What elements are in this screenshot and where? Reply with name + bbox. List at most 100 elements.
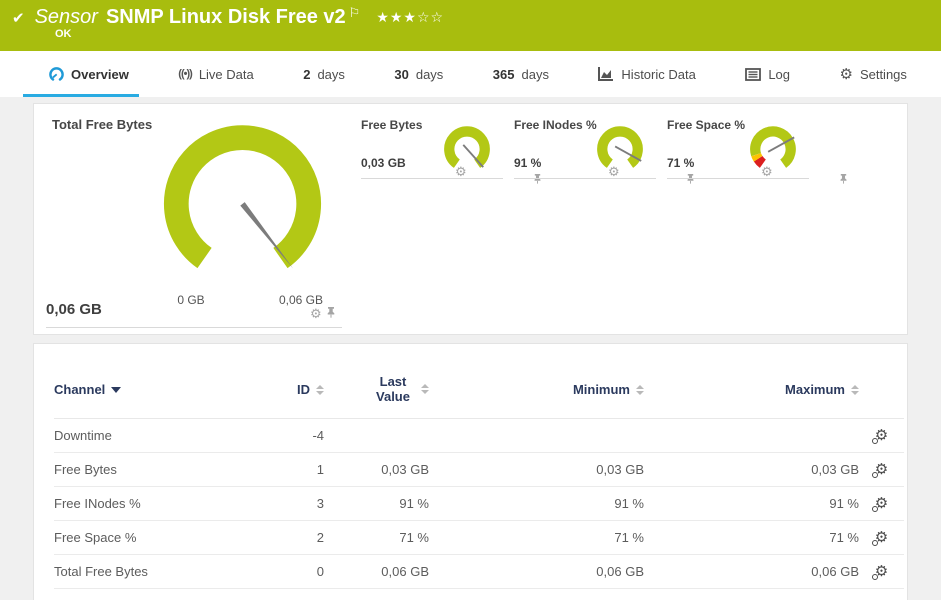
channel-row-free-bytes: Free Bytes 1 0,03 GB 0,03 GB 0,03 GB ⚙ xyxy=(54,452,904,487)
tab-bar: Overview ((•)) Live Data 2 days 30 days … xyxy=(0,51,941,97)
free-space-gauge xyxy=(750,126,796,168)
channel-id-cell: -4 xyxy=(269,418,324,453)
primary-gauge-value: 0,06 GB xyxy=(46,301,102,318)
tab-label: days xyxy=(317,66,345,82)
favorite-flag-icon[interactable]: ⚐ xyxy=(348,4,361,20)
column-header-maximum[interactable]: Maximum xyxy=(644,358,859,419)
sort-toggle-icon[interactable] xyxy=(421,384,429,394)
last-value-cell: 0,03 GB xyxy=(324,452,429,487)
tab-label: Settings xyxy=(859,66,907,82)
mini-gauge-free-bytes: Free Bytes 0,03 GB ⚙ xyxy=(361,114,541,184)
tab-day-count: 2 xyxy=(303,66,311,82)
channel-name-cell: Free Bytes xyxy=(54,452,269,487)
live-data-icon: ((•)) xyxy=(178,68,192,80)
sensor-header: ✔ Sensor SNMP Linux Disk Free v2 ⚐ ★★★☆☆… xyxy=(0,0,941,51)
channel-id-cell: 3 xyxy=(269,486,324,521)
divider xyxy=(514,178,656,179)
last-value-cell: 91 % xyxy=(324,486,429,521)
tab-label: Live Data xyxy=(198,66,254,82)
sort-desc-icon xyxy=(111,387,122,394)
channel-name-cell: Total Free Bytes xyxy=(54,554,269,589)
last-value-cell xyxy=(324,418,429,453)
tab-2-days[interactable]: 2 days xyxy=(299,51,349,97)
sort-toggle-icon[interactable] xyxy=(636,385,644,396)
mini-gauge-free-inodes: Free INodes % 91 % ⚙ xyxy=(514,114,694,184)
tab-label: Overview xyxy=(71,66,129,82)
channel-settings-icon[interactable]: ⚙ xyxy=(871,496,888,512)
sort-toggle-icon[interactable] xyxy=(316,385,324,396)
gear-icon: ⚙ xyxy=(839,66,853,83)
content-area: Total Free Bytes 0 GB 0,06 GB 0,06 GB ⚙ … xyxy=(0,97,941,600)
gauge-settings-gear-icon[interactable]: ⚙ xyxy=(761,164,773,179)
gauge-settings-gear-icon[interactable]: ⚙ xyxy=(310,306,322,321)
gauge-max-label: 0,06 GB xyxy=(278,293,324,307)
gauge-controls: ⚙ xyxy=(455,164,541,184)
gauge-controls: ⚙ xyxy=(310,305,336,323)
log-list-icon xyxy=(745,67,762,81)
channel-id-cell: 0 xyxy=(269,554,324,589)
column-header-last-value[interactable]: Last Value xyxy=(324,358,429,419)
gear-subring xyxy=(871,472,878,478)
channel-settings-icon[interactable]: ⚙ xyxy=(871,462,888,478)
column-header-channel[interactable]: Channel xyxy=(54,358,269,419)
mini-gauge-value: 91 % xyxy=(514,156,542,170)
channel-id-cell: 1 xyxy=(269,452,324,487)
tab-live-data[interactable]: ((•)) Live Data xyxy=(174,51,257,97)
free-bytes-gauge xyxy=(444,126,490,168)
gauge-pin-icon[interactable] xyxy=(326,305,336,323)
primary-gauge-title: Total Free Bytes xyxy=(52,117,153,132)
gauge-min-label: 0 GB xyxy=(177,293,205,307)
maximum-cell xyxy=(644,418,859,453)
tab-365-days[interactable]: 365 days xyxy=(489,51,553,97)
sensor-title-row: ✔ Sensor SNMP Linux Disk Free v2 ⚐ ★★★☆☆ xyxy=(0,0,941,29)
channel-settings-icon[interactable]: ⚙ xyxy=(871,530,888,546)
tab-label: Historic Data xyxy=(621,66,696,82)
free-inodes-gauge xyxy=(597,126,643,168)
tab-label: days xyxy=(521,66,549,82)
tab-historic-data[interactable]: Historic Data xyxy=(594,51,699,97)
channel-name-cell: Downtime xyxy=(54,418,269,453)
tab-label: Log xyxy=(768,66,791,82)
mini-gauge-title: Free Space % xyxy=(667,118,746,132)
stars-empty[interactable]: ☆☆ xyxy=(416,9,445,25)
minimum-cell xyxy=(429,418,644,453)
gear-subring xyxy=(871,506,878,512)
gauge-controls: ⚙ xyxy=(608,164,694,184)
sort-toggle-icon[interactable] xyxy=(851,385,859,396)
total-free-bytes-gauge xyxy=(164,125,321,269)
divider xyxy=(46,327,342,328)
tab-label: days xyxy=(415,66,444,82)
minimum-cell: 0,06 GB xyxy=(429,554,644,589)
gauge-icon xyxy=(49,66,64,82)
page-title: SNMP Linux Disk Free v2 xyxy=(105,6,346,28)
minimum-cell: 0,03 GB xyxy=(429,452,644,487)
maximum-cell: 0,06 GB xyxy=(644,554,859,589)
maximum-cell: 0,03 GB xyxy=(644,452,859,487)
column-header-actions xyxy=(859,358,904,419)
tab-overview[interactable]: Overview xyxy=(23,51,139,97)
mini-gauge-value: 0,03 GB xyxy=(361,156,406,170)
gauge-controls: ⚙ xyxy=(761,164,847,184)
channel-settings-icon[interactable]: ⚙ xyxy=(871,428,888,444)
status-check-icon: ✔ xyxy=(12,9,25,27)
channels-panel: Channel ID Last Value Minimum Maximum xyxy=(33,343,908,600)
gauge-settings-gear-icon[interactable]: ⚙ xyxy=(608,164,620,179)
tab-settings[interactable]: ⚙ Settings xyxy=(835,51,910,97)
stars-filled[interactable]: ★★★ xyxy=(376,9,417,25)
last-value-cell: 0,06 GB xyxy=(324,554,429,589)
column-header-id[interactable]: ID xyxy=(269,358,324,419)
last-value-cell: 71 % xyxy=(324,520,429,555)
channel-settings-icon[interactable]: ⚙ xyxy=(871,564,888,580)
priority-stars[interactable]: ★★★☆☆ xyxy=(376,9,444,26)
gear-subring xyxy=(871,540,878,546)
divider xyxy=(361,178,503,179)
channel-id-cell: 2 xyxy=(269,520,324,555)
channel-row-total-free-bytes: Total Free Bytes 0 0,06 GB 0,06 GB 0,06 … xyxy=(54,554,904,589)
column-header-minimum[interactable]: Minimum xyxy=(429,358,644,419)
mini-gauge-title: Free Bytes xyxy=(361,118,423,132)
gauge-settings-gear-icon[interactable]: ⚙ xyxy=(455,164,467,179)
tab-day-count: 30 xyxy=(394,66,409,82)
tab-30-days[interactable]: 30 days xyxy=(390,51,447,97)
tab-log[interactable]: Log xyxy=(741,51,794,97)
mini-gauge-free-space: Free Space % 71 % ⚙ xyxy=(667,114,847,184)
